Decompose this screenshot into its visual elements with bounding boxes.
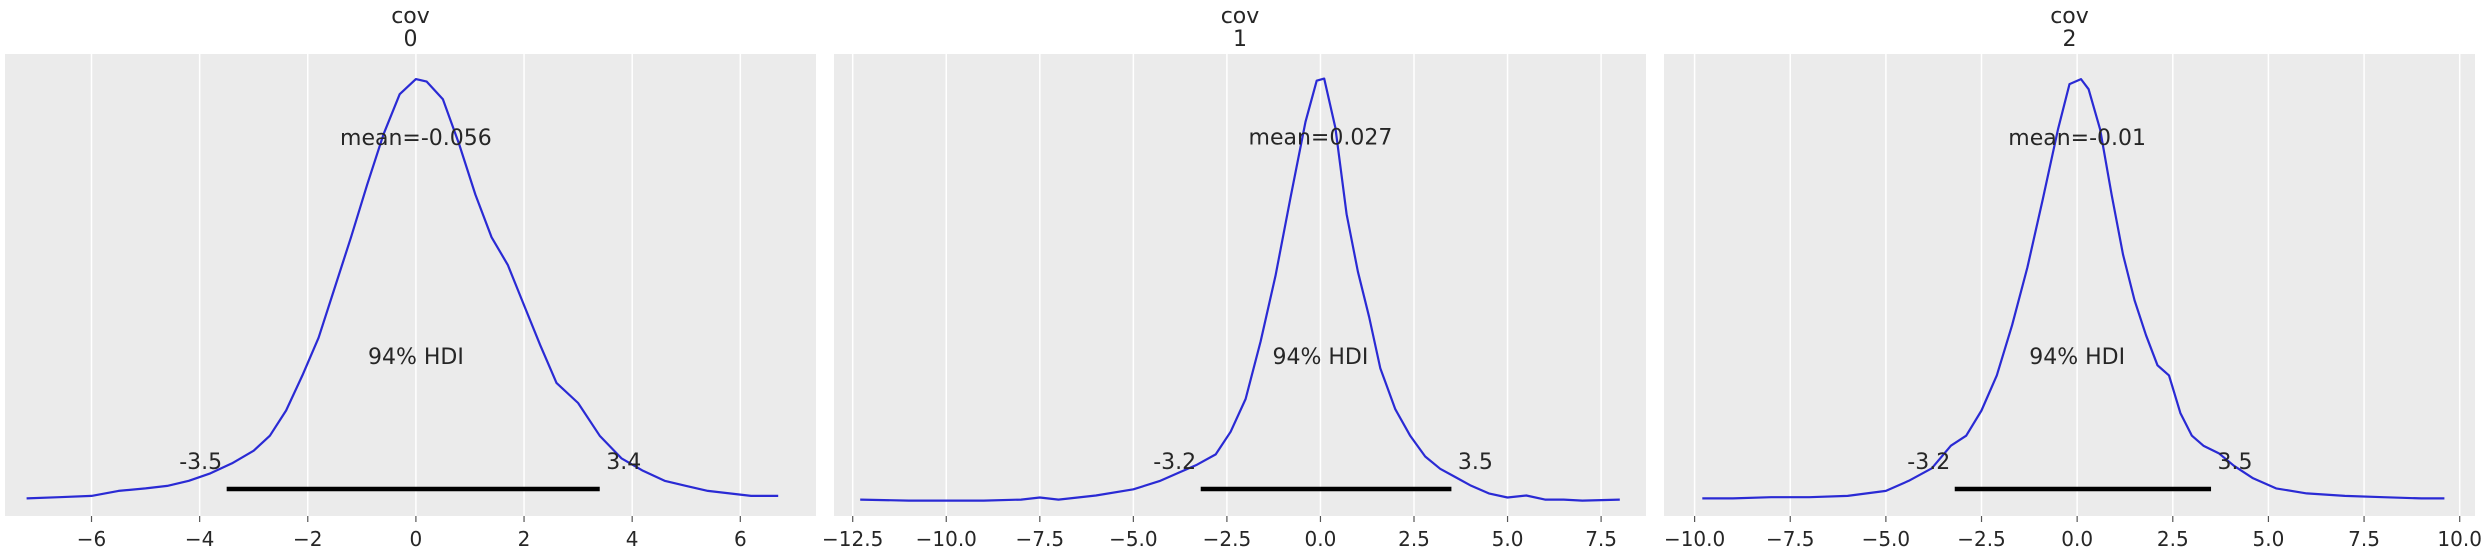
x-tick-label: −2.5 xyxy=(1203,527,1252,551)
x-tick-label: 2.5 xyxy=(1398,527,1430,551)
x-tick-label: 5.0 xyxy=(1492,527,1524,551)
mean-annotation: mean=-0.056 xyxy=(340,126,492,151)
hdi-high-label: 3.4 xyxy=(606,450,641,475)
x-tick-label: −5.0 xyxy=(1109,527,1158,551)
x-tick-label: −7.5 xyxy=(1766,527,1815,551)
x-tick-label: −5.0 xyxy=(1862,527,1911,551)
x-tick-label: −10.0 xyxy=(916,527,977,551)
hdi-high-label: 3.5 xyxy=(2218,450,2253,475)
x-tick-label: 0.0 xyxy=(2061,527,2093,551)
panel-title-index: 2 xyxy=(2063,27,2077,52)
x-tick-label: −4 xyxy=(185,527,214,551)
x-tick-label: −2.5 xyxy=(1957,527,2006,551)
plot-area xyxy=(1664,54,2475,516)
mean-annotation: mean=0.027 xyxy=(1249,126,1393,151)
x-tick-label: −6 xyxy=(77,527,106,551)
hdi-low-label: -3.2 xyxy=(1153,450,1196,475)
x-tick-label: −12.5 xyxy=(822,527,883,551)
x-tick-label: −2 xyxy=(293,527,322,551)
x-tick-label: −10.0 xyxy=(1664,527,1725,551)
density-curve xyxy=(26,78,779,500)
density-curve xyxy=(1702,78,2445,500)
panel-title-var: cov xyxy=(2050,4,2089,29)
plot-area xyxy=(834,54,1646,516)
panel-title-index: 1 xyxy=(1233,27,1247,52)
x-tick-label: 7.5 xyxy=(2348,527,2380,551)
x-tick-label: −7.5 xyxy=(1016,527,1065,551)
x-tick-label: 2.5 xyxy=(2157,527,2189,551)
x-tick-label: 0 xyxy=(410,527,423,551)
x-tick-label: 7.5 xyxy=(1585,527,1617,551)
hdi-high-label: 3.5 xyxy=(1458,450,1493,475)
density-curve xyxy=(860,77,1620,502)
x-tick-label: 10.0 xyxy=(2437,527,2482,551)
hdi-annotation: 94% HDI xyxy=(1273,345,1369,370)
mean-annotation: mean=-0.01 xyxy=(2008,126,2146,151)
hdi-low-label: -3.2 xyxy=(1907,450,1950,475)
panel-title-var: cov xyxy=(1221,4,1260,29)
plot-area xyxy=(5,54,816,516)
x-tick-label: 5.0 xyxy=(2253,527,2285,551)
panel-title-var: cov xyxy=(391,4,430,29)
hdi-annotation: 94% HDI xyxy=(2029,345,2125,370)
panel-title-index: 0 xyxy=(404,27,418,52)
x-tick-label: 4 xyxy=(626,527,639,551)
x-tick-label: 0.0 xyxy=(1305,527,1337,551)
hdi-annotation: 94% HDI xyxy=(368,345,464,370)
x-tick-label: 2 xyxy=(518,527,531,551)
x-tick-label: 6 xyxy=(734,527,747,551)
hdi-low-label: -3.5 xyxy=(179,450,222,475)
